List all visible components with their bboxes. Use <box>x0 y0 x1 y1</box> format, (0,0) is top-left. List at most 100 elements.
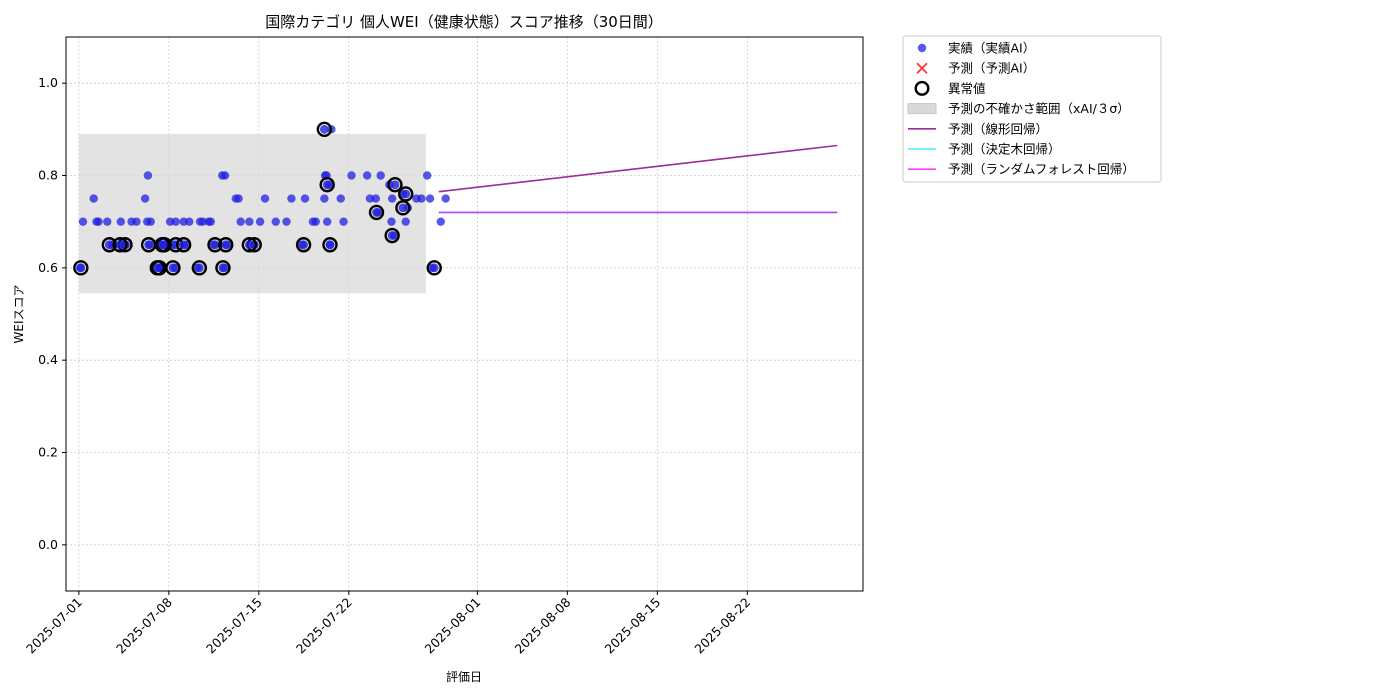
actual-point <box>198 217 208 226</box>
actual-point <box>103 217 112 226</box>
x-tick-label: 2025-08-01 <box>421 595 483 657</box>
anomaly-point-fill <box>218 263 228 273</box>
actual-point <box>347 171 356 180</box>
anomaly-point <box>384 227 400 244</box>
x-tick-label: 2025-08-15 <box>601 595 663 657</box>
uncertainty-band <box>78 133 426 294</box>
actual-point <box>311 217 320 226</box>
legend-label: 実績（実績AI） <box>948 41 1035 56</box>
actual-point <box>171 217 180 226</box>
actual-point <box>92 217 101 226</box>
actual-point <box>185 217 194 226</box>
anomaly-point-fill <box>144 240 154 250</box>
anomaly-point-fill <box>429 263 439 273</box>
actual-point <box>116 217 126 226</box>
anomaly-point <box>191 260 208 276</box>
x-tick-label: 2025-07-15 <box>203 595 265 657</box>
actual-point <box>412 194 421 203</box>
actual-point <box>365 194 375 203</box>
actual-point <box>376 171 385 180</box>
y-tick-label: 0.8 <box>38 168 58 183</box>
legend-label: 予測（線形回帰） <box>948 121 1048 136</box>
actual-point <box>146 217 155 226</box>
actual-point <box>204 217 213 226</box>
actual-point <box>423 171 432 180</box>
anomaly-point <box>149 260 165 276</box>
anomaly-point-fill <box>322 180 332 190</box>
y-tick-label: 0.0 <box>38 537 58 552</box>
anomaly-point-fill <box>157 240 167 250</box>
legend-anomaly-marker <box>914 80 930 96</box>
x-tick-label: 2025-07-01 <box>23 595 85 657</box>
anomaly-point-fill <box>115 240 125 250</box>
y-axis-label: WEIスコア <box>12 285 26 344</box>
anomaly-point <box>215 260 231 276</box>
anomaly-point <box>398 186 414 202</box>
plot-area <box>65 36 864 592</box>
actual-point <box>271 217 280 226</box>
uncertainty-band-layer <box>78 133 426 294</box>
legend-label: 予測（予測AI） <box>948 61 1035 76</box>
anomaly-point-fill <box>401 189 411 199</box>
x-axis-label: 評価日 <box>446 669 482 684</box>
anomaly-point-fill <box>76 263 86 273</box>
anomaly-point-fill <box>398 203 408 213</box>
legend-label: 予測の不確かさ範囲（xAI/３σ） <box>948 101 1130 116</box>
actual-point <box>339 217 348 226</box>
legend-label: 予測（決定木回帰） <box>948 142 1061 157</box>
anomaly-point <box>319 177 335 193</box>
y-tick-label: 0.6 <box>38 260 58 275</box>
legend-label: 予測（ランダムフォレスト回帰） <box>948 162 1135 177</box>
y-tick-label: 1.0 <box>38 75 58 90</box>
anomaly-point <box>295 237 312 253</box>
anomaly-point-fill <box>152 263 162 273</box>
actual-point <box>245 217 254 226</box>
chart-title: 国際カテゴリ 個人WEI（健康状態）スコア推移（30日間） <box>265 13 663 31</box>
actual-point <box>387 217 396 226</box>
actual-point <box>300 194 310 203</box>
anomaly-point-fill <box>104 240 114 250</box>
actual-point <box>282 217 291 226</box>
anomaly-point <box>426 260 442 276</box>
actual-point <box>436 217 445 226</box>
anomaly-point-fill <box>210 240 220 250</box>
actual-point <box>140 194 150 203</box>
actual-point <box>320 194 329 203</box>
linear-regression-line <box>438 144 838 193</box>
anomaly-point-fill <box>325 240 335 250</box>
actual-point <box>255 217 265 226</box>
legend-band-marker <box>907 103 937 115</box>
y-tick-label: 0.4 <box>38 352 58 367</box>
actual-point <box>234 194 243 203</box>
anomaly-point-fill <box>319 124 329 134</box>
y-tick-label: 0.2 <box>38 445 58 460</box>
anomaly-point-fill <box>194 263 204 273</box>
anomaly-point <box>395 200 411 216</box>
anomaly-point <box>73 260 89 276</box>
x-tick-label: 2025-07-08 <box>113 594 175 656</box>
anomaly-point-fill <box>244 240 254 250</box>
anomaly-point-fill <box>390 180 400 190</box>
anomaly-point <box>112 237 128 253</box>
actual-point <box>425 194 435 203</box>
anomaly-point-fill <box>168 263 178 273</box>
actual-point <box>362 171 372 180</box>
anomaly-point-fill <box>372 208 381 217</box>
anomaly-point-fill <box>179 240 189 250</box>
x-tick-label: 2025-08-22 <box>691 595 753 657</box>
legend-pred-marker <box>916 62 928 74</box>
actual-point <box>89 194 98 203</box>
actual-point <box>127 217 136 226</box>
actual-point <box>143 171 153 180</box>
legend-label: 異常値 <box>948 81 986 96</box>
anomaly-point <box>322 237 338 253</box>
actual-point <box>236 217 245 226</box>
actual-point <box>401 217 410 226</box>
actual-point <box>371 194 381 203</box>
actual-point <box>322 217 332 226</box>
actual-point <box>220 171 230 180</box>
actual-point <box>441 194 450 203</box>
actual-point <box>78 217 88 226</box>
